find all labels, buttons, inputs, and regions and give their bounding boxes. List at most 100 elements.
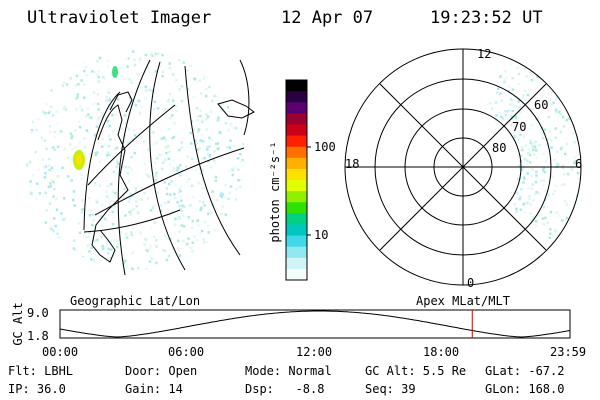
aurora-pixel [196,119,200,122]
aurora-pixel [237,168,240,172]
aurora-pixel [172,99,175,102]
aurora-pixel [548,236,552,239]
aurora-pixel [92,224,95,228]
aurora-pixel [85,129,89,132]
aurora-pixel [520,154,523,157]
aurora-pixel [177,191,180,195]
aurora-pixel [130,81,133,84]
aurora-pixel [105,96,108,99]
aurora-pixel [202,200,205,204]
aurora-pixel [167,254,171,258]
aurora-pixel [556,163,560,166]
aurora-pixel [49,182,52,185]
aurora-pixel [61,84,65,88]
aurora-pixel [155,239,158,242]
aurora-pixel [510,115,514,119]
aurora-pixel [115,146,119,150]
aurora-pixel [528,153,532,157]
aurora-pixel [161,137,164,140]
aurora-pixel [169,193,172,196]
aurora-pixel [526,159,529,163]
aurora-pixel [164,249,167,253]
aurora-pixel [571,132,575,135]
aurora-pixel [86,131,89,134]
aurora-pixel [154,173,157,176]
aurora-pixel [206,115,210,118]
aurora-pixel [220,192,223,195]
aurora-pixel [215,198,219,202]
door-status: Door: Open [125,364,198,378]
aurora-pixel [214,142,218,145]
aurora-pixel [110,106,114,110]
aurora-pixel [536,75,539,78]
aurora-pixel [227,128,230,131]
aurora-pixel [221,205,225,208]
colorbar-segment [286,146,307,159]
aurora-pixel [166,100,170,103]
aurora-pixel [89,209,93,212]
aurora-pixel [52,181,55,184]
aurora-pixel [112,203,116,207]
glon-status: GLon: 168.0 [485,382,565,396]
aurora-pixel [134,187,138,190]
aurora-pixel [532,78,536,82]
aurora-pixel [178,254,182,257]
aurora-pixel [222,97,225,100]
aurora-pixel [516,190,519,194]
aurora-pixel [154,52,158,56]
aurora-pixel [242,142,245,146]
aurora-pixel [156,191,159,194]
aurora-pixel [544,198,547,201]
aurora-pixel [90,116,93,120]
aurora-pixel [517,82,520,86]
aurora-pixel [210,211,213,214]
aurora-pixel [48,168,51,172]
aurora-pixel [178,204,181,208]
aurora-pixel [518,180,522,184]
aurora-pixel [140,136,143,139]
aurora-pixel [550,146,553,149]
aurora-pixel [521,145,524,149]
aurora-pixel [76,93,80,96]
aurora-pixel [540,95,544,98]
aurora-pixel [109,182,113,186]
aurora-pixel [52,195,55,198]
colorbar-segment [286,124,307,137]
aurora-pixel [506,110,510,113]
aurora-pixel [70,179,73,182]
aurora-pixel [176,200,179,204]
aurora-pixel [234,198,238,201]
aurora-pixel [159,153,162,157]
aurora-pixel [161,74,164,78]
aurora-pixel [186,69,189,72]
aurora-pixel [186,242,189,246]
aurora-pixel [199,172,202,175]
geographic-section-label: Geographic Lat/Lon [70,294,201,308]
aurora-pixel [156,113,160,117]
aurora-pixel [217,118,220,122]
aurora-pixel [180,224,183,227]
aurora-pixel [152,142,155,146]
aurora-pixel [189,246,193,250]
aurora-pixel [207,159,210,163]
aurora-pixel [519,133,522,137]
aurora-pixel [175,109,178,113]
aurora-pixel [528,127,532,130]
aurora-pixel [226,106,230,109]
aurora-pixel [76,96,79,99]
colorbar-segment [286,246,307,259]
aurora-pixel [37,168,41,172]
aurora-pixel [29,184,33,188]
aurora-pixel [196,115,200,118]
aurora-pixel [553,158,556,162]
aurora-pixel [106,59,109,62]
aurora-pixel [142,140,146,143]
aurora-pixel [105,190,108,193]
mode-status: Mode: Normal [245,364,332,378]
aurora-pixel [131,50,135,53]
aurora-pixel [78,231,82,234]
aurora-pixel [54,224,57,228]
aurora-pixel [158,64,162,68]
aurora-pixel [114,113,117,116]
